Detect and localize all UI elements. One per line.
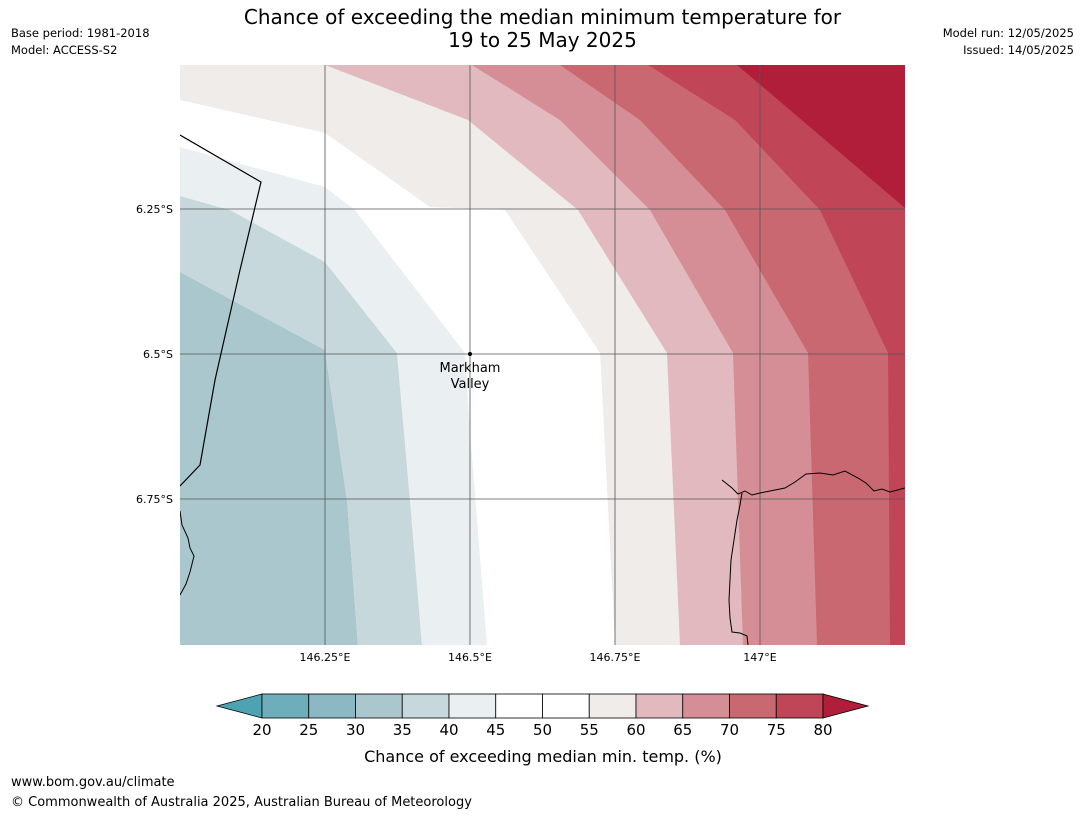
title-line-2: 19 to 25 May 2025 <box>448 28 637 52</box>
meta-left: Base period: 1981-2018 Model: ACCESS-S2 <box>11 25 150 59</box>
footer-url[interactable]: www.bom.gov.au/climate <box>11 775 175 790</box>
band-above-80 <box>737 65 905 208</box>
colorbar-swatch-45_50 <box>495 693 543 719</box>
colorbar-swatch-60_65 <box>635 693 684 719</box>
issued-date: Issued: 14/05/2025 <box>963 43 1074 57</box>
colorbar-tick-80: 80 <box>813 721 832 739</box>
base-period: Base period: 1981-2018 <box>11 26 150 40</box>
province-border <box>180 134 262 487</box>
location-label-line-1: Markham <box>440 361 501 376</box>
model-name: Model: ACCESS-S2 <box>11 43 118 57</box>
band-75-80 <box>648 65 905 645</box>
location-label-line-2: Valley <box>451 377 490 392</box>
colorbar-swatch-55_60 <box>588 693 637 719</box>
colorbar-swatch-65_70 <box>682 693 730 719</box>
footer-copyright: © Commonwealth of Australia 2025, Austra… <box>11 795 472 810</box>
graticule <box>180 65 905 645</box>
colorbar-over-arrow <box>822 693 870 719</box>
lon-tick-146-25: 146.25°E <box>300 651 351 664</box>
colorbar-swatch-35_40 <box>401 693 450 719</box>
colorbar-swatch-20_25 <box>261 693 310 719</box>
colorbar-tick-labels: 20 25 30 35 40 45 50 55 60 65 70 75 80 <box>252 721 832 739</box>
band-35-40 <box>180 196 422 645</box>
colorbar-swatch-25_30 <box>308 693 356 719</box>
colorbar-swatch-70_75 <box>729 693 777 719</box>
colorbar-tick-65: 65 <box>673 721 692 739</box>
lon-tick-147: 147°E <box>743 651 776 664</box>
colorbar-swatch-30_35 <box>355 693 403 719</box>
colorbar-tick-75: 75 <box>767 721 786 739</box>
band-30-35 <box>180 65 358 645</box>
coastline-west <box>180 510 195 596</box>
colorbar-tick-20: 20 <box>252 721 271 739</box>
lon-tick-labels: 146.25°E 146.5°E 146.75°E 147°E <box>300 651 777 664</box>
lat-tick-6-25: 6.25°S <box>136 203 173 216</box>
colorbar-swatch-75_80 <box>775 693 824 719</box>
location-marker <box>468 352 472 356</box>
map-title: Chance of exceeding the median minimum t… <box>0 6 1085 52</box>
band-45-50-left <box>180 133 550 645</box>
lat-tick-labels: 6.25°S 6.5°S 6.75°S <box>136 203 173 506</box>
coastline-east <box>721 470 905 496</box>
colorbar-label: Chance of exceeding median min. temp. (%… <box>364 747 722 766</box>
colorbar-tick-25: 25 <box>299 721 318 739</box>
band-70-75 <box>560 65 905 645</box>
lat-tick-6-5: 6.5°S <box>143 348 173 361</box>
band-45-55-inner <box>180 100 615 645</box>
lat-tick-6-75: 6.75°S <box>136 493 173 506</box>
colorbar-swatches <box>261 693 824 719</box>
colorbar-swatch-40_45 <box>448 693 497 719</box>
colorbar-tick-40: 40 <box>439 721 458 739</box>
colorbar-tick-35: 35 <box>393 721 412 739</box>
colorbar-tick-50: 50 <box>533 721 552 739</box>
title-line-1: Chance of exceeding the median minimum t… <box>243 5 842 29</box>
colorbar: 20 25 30 35 40 45 50 55 60 65 70 75 80 Chance of exc… <box>215 693 870 766</box>
lon-tick-146-75: 146.75°E <box>590 651 641 664</box>
model-run: Model run: 12/05/2025 <box>942 26 1074 40</box>
lon-tick-146-5: 146.5°E <box>448 651 492 664</box>
colorbar-under-arrow <box>215 693 263 719</box>
colorbar-tick-60: 60 <box>626 721 645 739</box>
river-markham <box>728 492 749 645</box>
colorbar-tick-45: 45 <box>486 721 505 739</box>
meta-right: Model run: 12/05/2025 Issued: 14/05/2025 <box>943 25 1074 59</box>
band-40-45 <box>180 147 487 645</box>
colorbar-swatch-50_55 <box>542 693 590 719</box>
map-panel <box>180 65 905 645</box>
colorbar-tick-70: 70 <box>720 721 739 739</box>
colorbar-tick-30: 30 <box>346 721 365 739</box>
colorbar-tick-55: 55 <box>580 721 599 739</box>
